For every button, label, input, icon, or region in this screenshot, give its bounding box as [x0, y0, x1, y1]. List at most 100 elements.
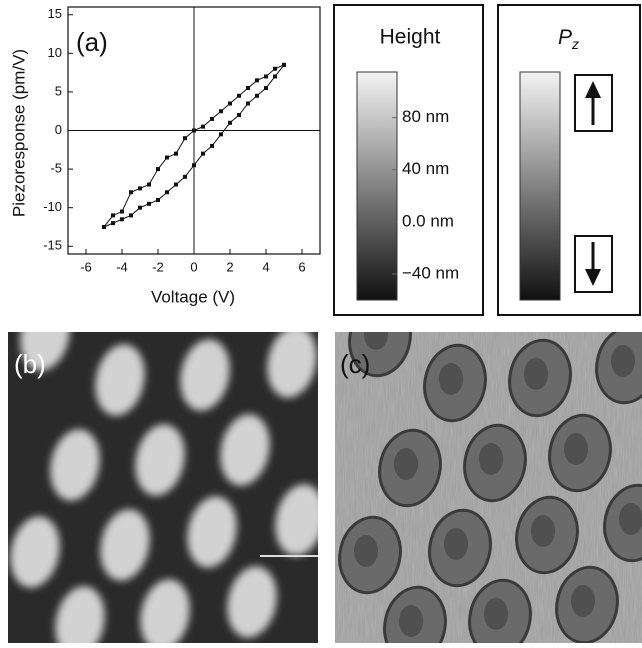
data-point	[228, 120, 232, 125]
domain-core	[479, 443, 503, 475]
domain-core	[611, 345, 635, 377]
data-point	[147, 182, 151, 187]
domain-core	[571, 585, 595, 617]
colorbar-title: Height	[380, 26, 441, 49]
x-tick-label: 0	[190, 259, 197, 274]
x-tick-label: -6	[80, 259, 92, 274]
arrow-up	[574, 74, 613, 132]
x-axis-label: Voltage (V)	[151, 287, 235, 306]
domain-core	[484, 598, 508, 630]
data-point	[210, 143, 214, 148]
island	[187, 496, 237, 568]
data-point	[219, 109, 223, 114]
domain-core	[531, 515, 555, 547]
panel-label: (c)	[340, 349, 370, 379]
data-point	[273, 66, 277, 71]
domain-core	[564, 433, 588, 465]
colorbar-tick-label: −40 nm	[402, 263, 459, 282]
island	[220, 414, 270, 486]
data-point	[192, 128, 196, 133]
afm-pz-image	[335, 332, 642, 643]
data-point	[237, 93, 241, 98]
data-point	[255, 93, 259, 98]
data-point	[183, 174, 187, 179]
data-point	[129, 213, 133, 218]
x-tick-label: -2	[152, 259, 164, 274]
arrow-down	[574, 235, 613, 293]
domain-core	[444, 528, 468, 560]
colorbar	[356, 71, 398, 301]
data-point	[165, 190, 169, 195]
data-point	[138, 205, 142, 210]
domain-core	[524, 358, 548, 390]
y-axis-label: Piezoresponse (pm/V)	[9, 49, 28, 217]
colorbar-tick-label: 80 nm	[402, 107, 449, 126]
island	[135, 424, 185, 496]
data-point	[237, 113, 241, 118]
x-tick-label: 2	[226, 259, 233, 274]
panel-label: (a)	[76, 27, 108, 57]
domain-core	[399, 605, 423, 637]
y-tick-label: 15	[48, 6, 62, 21]
data-point	[120, 217, 124, 222]
title-subscript: z	[571, 36, 579, 52]
x-tick-label: 4	[262, 259, 269, 274]
colorbar-frame	[497, 4, 641, 316]
data-point	[192, 163, 196, 168]
domain-core	[619, 503, 642, 535]
domain-core	[364, 332, 388, 350]
island	[275, 484, 318, 556]
data-point	[282, 62, 286, 67]
data-point	[156, 197, 160, 202]
island	[100, 509, 150, 581]
domain-core	[394, 448, 418, 480]
island	[20, 332, 70, 371]
y-tick-label: -15	[43, 238, 62, 253]
y-tick-label: -5	[50, 161, 62, 176]
data-point	[201, 151, 205, 156]
data-point	[120, 209, 124, 214]
y-tick-label: 0	[55, 122, 62, 137]
data-point	[174, 151, 178, 156]
colorbar-tick-label: 40 nm	[402, 159, 449, 178]
data-point	[156, 167, 160, 172]
data-point	[264, 74, 268, 79]
island	[267, 332, 317, 398]
island	[50, 429, 100, 501]
y-tick-label: 5	[55, 83, 62, 98]
afm-height-image	[8, 332, 318, 643]
data-point	[264, 86, 268, 91]
data-point	[174, 182, 178, 187]
island	[140, 579, 190, 643]
data-point	[129, 190, 133, 195]
island	[227, 566, 277, 638]
colorbar-frame	[333, 4, 484, 316]
domain-core	[439, 363, 463, 395]
island	[55, 586, 105, 643]
title-main: P	[558, 26, 572, 49]
x-tick-label: -4	[116, 259, 128, 274]
data-point	[273, 74, 277, 79]
data-point	[183, 136, 187, 141]
data-point	[165, 155, 169, 160]
colorbar	[519, 71, 561, 301]
data-point	[201, 124, 205, 129]
island	[95, 344, 145, 416]
data-point	[210, 116, 214, 121]
data-point	[102, 224, 106, 229]
data-point	[219, 132, 223, 137]
colorbar-title: Pz	[558, 26, 579, 52]
domain-core	[354, 535, 378, 567]
island	[10, 516, 60, 588]
y-tick-label: 10	[48, 45, 62, 60]
data-point	[228, 101, 232, 106]
island	[180, 339, 230, 411]
x-tick-label: 6	[298, 259, 305, 274]
y-tick-label: -10	[43, 199, 62, 214]
data-point	[147, 201, 151, 206]
data-point	[246, 101, 250, 106]
data-point	[246, 86, 250, 91]
data-point	[111, 221, 115, 226]
data-point	[138, 186, 142, 191]
